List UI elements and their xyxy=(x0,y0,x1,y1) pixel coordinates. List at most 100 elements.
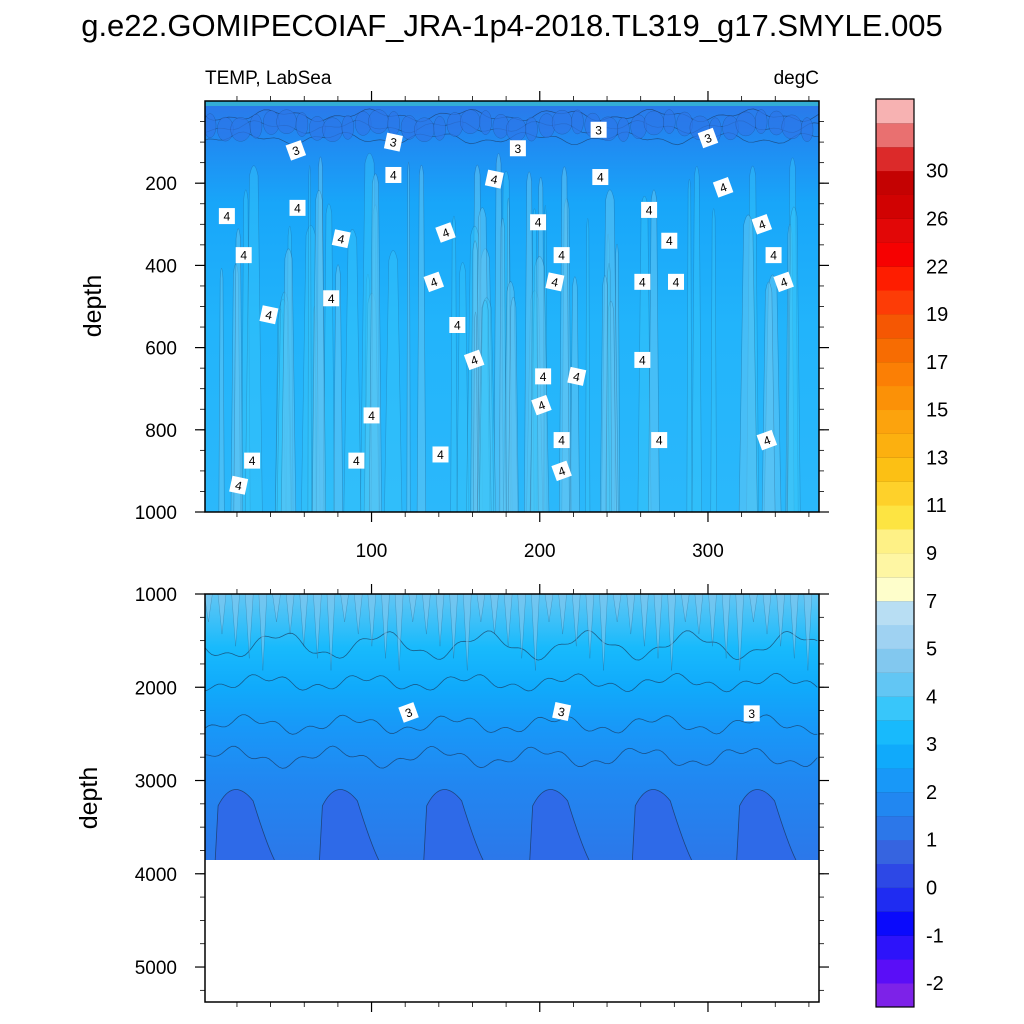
colorbar-label: 4 xyxy=(926,686,937,708)
colorbar-label: 30 xyxy=(926,161,948,183)
colorbar-swatch xyxy=(876,720,914,745)
colorbar-swatch xyxy=(876,433,914,458)
colorbar-swatch xyxy=(876,744,914,769)
y-tick-label: 5000 xyxy=(135,958,177,979)
colorbar-swatch xyxy=(876,529,914,554)
contour-label-text: 4 xyxy=(390,168,397,182)
contour-label: 4 xyxy=(229,475,249,495)
contour-label: 4 xyxy=(289,199,306,216)
contour-label-text: 4 xyxy=(454,318,461,332)
lower-contour-labels: 3 3 3 xyxy=(398,702,760,723)
colorbar-swatch xyxy=(876,170,914,195)
contour-label: 4 xyxy=(765,247,782,264)
colorbar-swatch xyxy=(876,553,914,578)
colorbar-label: 22 xyxy=(926,256,948,278)
contour-label: 4 xyxy=(634,351,651,368)
lower-plot-frame xyxy=(204,593,820,1003)
contour-label-text: 3 xyxy=(557,704,567,719)
colorbar-label: 9 xyxy=(926,543,937,565)
colorbar-label: 3 xyxy=(926,734,937,756)
contour-label: 4 xyxy=(535,368,552,385)
colorbar-swatch xyxy=(876,481,914,506)
contour-label-text: 4 xyxy=(770,249,777,263)
colorbar: -2 -1 0 1 2 3 4 5 7 9 11 13 15 17 19 22 26 30 xyxy=(875,98,948,1008)
contour-label: 4 xyxy=(712,177,734,198)
contour-label: 4 xyxy=(641,201,658,218)
colorbar-swatch xyxy=(876,600,914,626)
lower-panel: 1000 2000 3000 4000 5000 3 3 3 depth xyxy=(75,584,829,1012)
colorbar-label: 26 xyxy=(926,208,948,230)
contour-label-text: 3 xyxy=(403,705,414,721)
contour-label: 4 xyxy=(668,273,685,290)
contour-label: 3 xyxy=(398,702,419,723)
contour-label-text: 4 xyxy=(778,274,789,290)
contour-label: 4 xyxy=(259,305,279,325)
contour-label-text: 4 xyxy=(353,454,360,468)
colorbar-swatch xyxy=(876,218,914,243)
contour-label: 4 xyxy=(592,169,609,186)
colorbar-label: 2 xyxy=(926,782,937,804)
contour-label-text: 4 xyxy=(558,249,565,263)
contour-label: 4 xyxy=(331,229,351,249)
colorbar-label: -2 xyxy=(926,973,944,995)
upper-temperature-field xyxy=(205,101,819,512)
contour-label-text: 4 xyxy=(550,275,560,290)
lower-axes: 1000 2000 3000 4000 5000 xyxy=(135,584,829,1012)
colorbar-swatch xyxy=(876,839,914,865)
contour-label: 4 xyxy=(530,214,547,231)
contour-label-text: 4 xyxy=(756,217,767,233)
colorbar-label: 13 xyxy=(926,447,948,469)
contour-label-text: 3 xyxy=(290,143,301,159)
contour-label: 4 xyxy=(634,273,651,290)
colorbar-swatch xyxy=(876,337,914,363)
upper-axes: 100 200 300 200 400 600 800 1000 xyxy=(135,91,829,562)
contour-label-text: 4 xyxy=(224,210,231,224)
contour-label: 3 xyxy=(285,140,307,161)
contour-label: 4 xyxy=(773,271,794,293)
colorbar-swatch xyxy=(876,648,914,673)
y-tick-label: 1000 xyxy=(135,585,177,606)
contour-label: 4 xyxy=(218,208,235,225)
contour-label-text: 4 xyxy=(234,478,244,493)
contour-label-text: 4 xyxy=(597,171,604,185)
colorbar-swatch xyxy=(876,194,914,219)
contour-label-text: 4 xyxy=(328,292,335,306)
y-tick-label: 600 xyxy=(145,339,177,360)
contour-label-text: 4 xyxy=(249,454,256,468)
y-tick-label: 800 xyxy=(145,421,177,442)
contour-label: 4 xyxy=(435,222,456,243)
upper-units-label: degC xyxy=(774,68,819,89)
contour-label: 4 xyxy=(545,272,565,292)
colorbar-swatch xyxy=(876,361,914,387)
colorbar-label: 17 xyxy=(926,352,948,374)
contour-label-text: 4 xyxy=(240,249,247,263)
contour-label-text: 4 xyxy=(264,308,274,323)
contour-label-text: 4 xyxy=(437,448,444,462)
colorbar-swatch xyxy=(876,983,914,1008)
y-tick-label: 2000 xyxy=(135,678,177,699)
y-tick-label: 200 xyxy=(145,174,177,195)
contour-label: 4 xyxy=(463,349,485,371)
contour-label-text: 3 xyxy=(595,123,602,137)
lower-temperature-field xyxy=(205,594,819,860)
contour-label: 4 xyxy=(756,429,778,451)
contour-label-text: 3 xyxy=(703,131,714,147)
contour-label-text: 4 xyxy=(639,275,646,289)
contour-label: 4 xyxy=(567,366,587,386)
colorbar-label: 0 xyxy=(926,878,937,900)
contour-label-text: 4 xyxy=(666,234,673,248)
x-tick-label: 200 xyxy=(524,541,556,562)
contour-label: 3 xyxy=(743,705,760,722)
contour-label: 4 xyxy=(449,316,466,333)
contour-label-text: 4 xyxy=(718,180,729,196)
contour-label-text: 3 xyxy=(748,707,755,721)
colorbar-label: 5 xyxy=(926,639,937,661)
colorbar-label: 19 xyxy=(926,304,948,326)
contour-label: 4 xyxy=(661,232,678,249)
colorbar-swatch xyxy=(876,672,914,697)
lower-y-axis-label: depth xyxy=(75,767,103,830)
colorbar-swatch xyxy=(876,624,914,649)
contour-label: 4 xyxy=(423,271,445,293)
colorbar-swatch xyxy=(876,935,914,960)
